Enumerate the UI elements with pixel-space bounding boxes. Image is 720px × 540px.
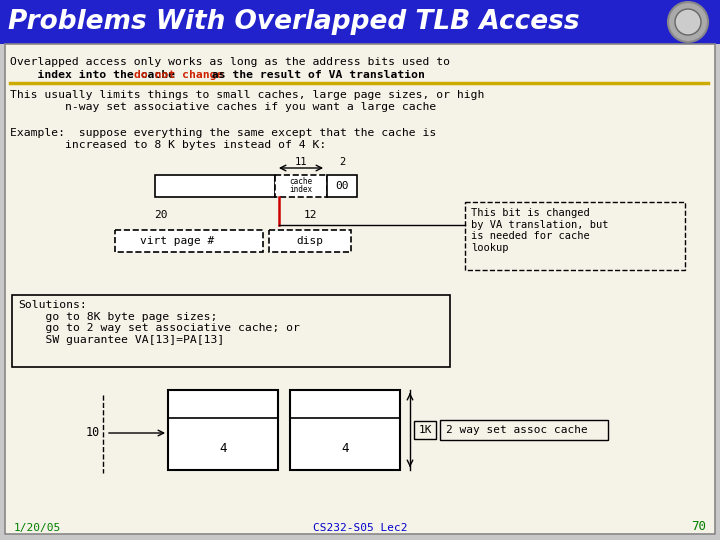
Bar xyxy=(414,421,436,439)
Bar xyxy=(12,295,450,367)
Text: This usually limits things to small caches, large page sizes, or high
        n-: This usually limits things to small cach… xyxy=(10,90,485,112)
Text: index: index xyxy=(289,186,312,194)
Text: disp: disp xyxy=(297,236,323,246)
Text: 1K: 1K xyxy=(418,425,432,435)
Text: do not change: do not change xyxy=(134,70,223,80)
Bar xyxy=(465,202,685,270)
Text: index into the cache: index into the cache xyxy=(10,70,182,80)
Bar xyxy=(269,230,351,252)
Text: 11: 11 xyxy=(294,157,307,167)
Text: 4: 4 xyxy=(341,442,348,455)
Text: 1/20/05: 1/20/05 xyxy=(14,523,61,533)
Text: 10: 10 xyxy=(86,427,100,440)
Text: 2 way set assoc cache: 2 way set assoc cache xyxy=(446,425,588,435)
Text: 4: 4 xyxy=(220,442,227,455)
Text: Example:  suppose everything the same except that the cache is
        increased: Example: suppose everything the same exc… xyxy=(10,128,436,150)
Text: 2: 2 xyxy=(339,157,345,167)
Text: virt page #: virt page # xyxy=(140,236,214,246)
Text: cache: cache xyxy=(289,178,312,186)
Text: Overlapped access only works as long as the address bits used to: Overlapped access only works as long as … xyxy=(10,57,450,67)
Text: Problems With Overlapped TLB Access: Problems With Overlapped TLB Access xyxy=(8,9,580,35)
Bar xyxy=(115,230,263,252)
Bar xyxy=(0,0,720,44)
Circle shape xyxy=(675,9,701,35)
Text: 20: 20 xyxy=(154,210,168,220)
Bar xyxy=(168,390,278,470)
Text: Solutions:
    go to 8K byte page sizes;
    go to 2 way set associative cache; : Solutions: go to 8K byte page sizes; go … xyxy=(18,300,300,345)
Text: CS232-S05 Lec2: CS232-S05 Lec2 xyxy=(312,523,408,533)
Bar xyxy=(290,390,400,470)
Bar xyxy=(440,420,608,440)
Bar xyxy=(275,175,327,197)
Text: as the result of VA translation: as the result of VA translation xyxy=(198,70,425,80)
Bar xyxy=(327,175,357,197)
Text: 00: 00 xyxy=(336,181,348,191)
Text: This bit is changed
by VA translation, but
is needed for cache
lookup: This bit is changed by VA translation, b… xyxy=(471,208,608,253)
Text: 70: 70 xyxy=(691,520,706,533)
Bar xyxy=(155,175,275,197)
Circle shape xyxy=(668,2,708,42)
Text: 12: 12 xyxy=(303,210,317,220)
